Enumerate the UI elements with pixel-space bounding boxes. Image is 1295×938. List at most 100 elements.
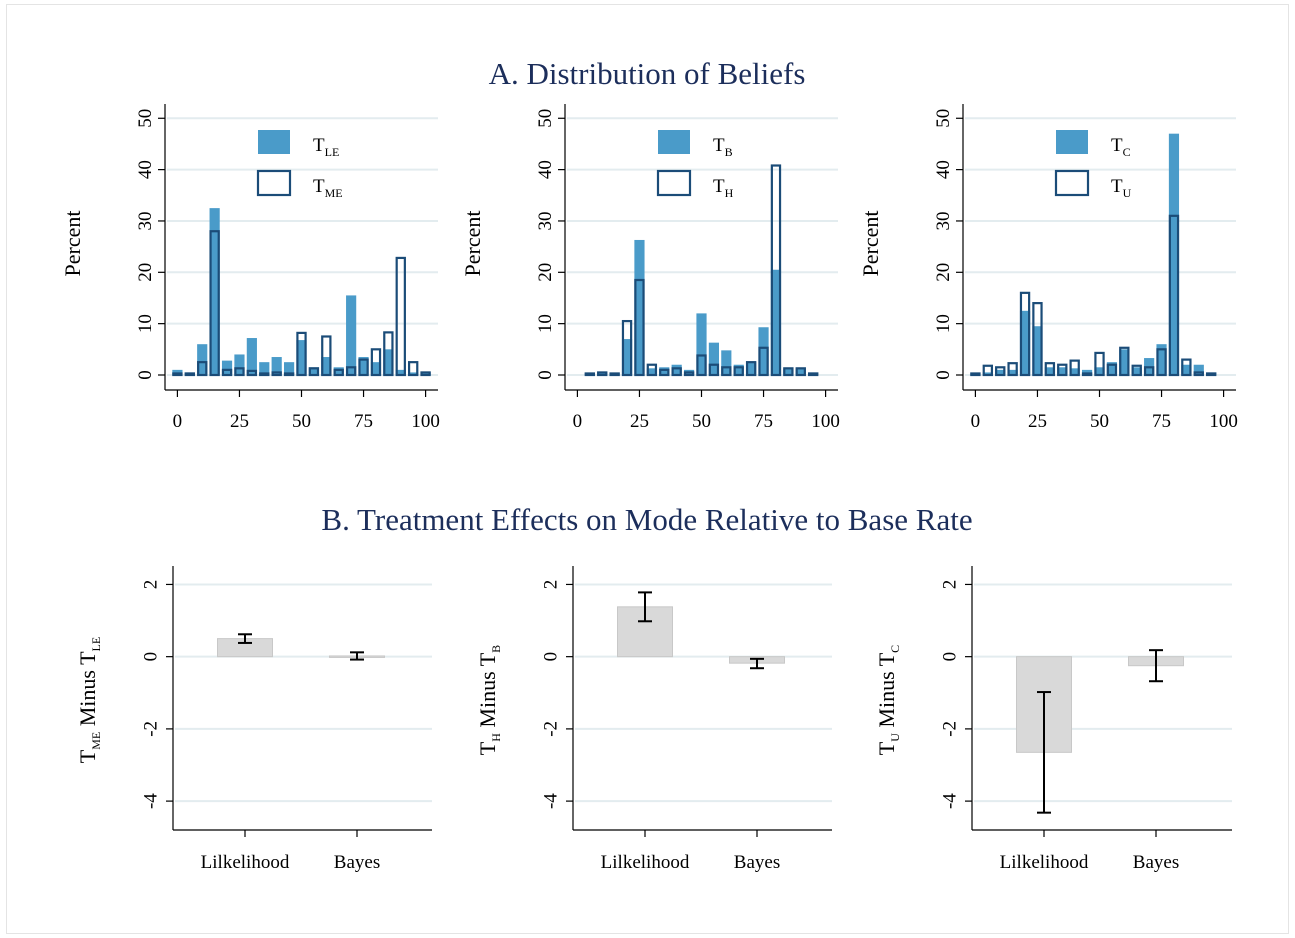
bar-filled xyxy=(621,339,633,375)
y-tick-label: 20 xyxy=(933,263,954,282)
bar-outline xyxy=(659,368,670,377)
bar-outline xyxy=(296,331,307,377)
legend-label-H: TH xyxy=(713,176,734,200)
x-tick-label: Bayes xyxy=(734,852,780,873)
bar-outline xyxy=(1143,366,1155,377)
y-tick-label: 2 xyxy=(940,580,961,590)
bar-filled xyxy=(1007,369,1018,375)
y-tick-label: 30 xyxy=(933,211,954,230)
legend-label-ME: TME xyxy=(313,176,343,200)
y-tick-label: 20 xyxy=(535,263,556,282)
bar-outline xyxy=(184,372,196,377)
legend-swatch-outline xyxy=(256,169,292,197)
x-tick-label: Lilkelihood xyxy=(601,852,690,873)
bar-outline xyxy=(646,363,658,377)
effect-chart-2: 2 0 -2 -4 Lilkelihood Bayes TH Minus TB xyxy=(475,566,832,873)
bar-filled xyxy=(259,362,270,375)
bar-filled xyxy=(1168,133,1180,375)
histogram-3: 0 10 20 30 40 50 0 25 50 75 100 Percent TC TU xyxy=(858,104,1238,432)
x-tick-label: 0 xyxy=(971,411,981,432)
x-tick-label: 100 xyxy=(811,411,840,432)
y-tick-label: 0 xyxy=(940,652,961,662)
legend-swatch-filled xyxy=(1056,130,1088,154)
x-tick-label: 75 xyxy=(354,411,373,432)
y-tick-label: 0 xyxy=(141,652,162,662)
bar-outline xyxy=(683,371,695,377)
bar-outline xyxy=(758,346,769,377)
bar-outline xyxy=(1119,346,1130,377)
bar-filled xyxy=(646,368,657,375)
y-axis-label: TME Minus TLE xyxy=(75,637,103,763)
bar-filled xyxy=(358,357,369,375)
bar-filled xyxy=(408,372,419,375)
x-tick-label: Bayes xyxy=(1133,852,1179,873)
y-tick-label: 2 xyxy=(141,580,162,590)
bar-outline xyxy=(671,367,682,377)
panel-b-title: B. Treatment Effects on Mode Relative to… xyxy=(321,502,972,537)
legend-swatch-filled xyxy=(658,130,690,154)
bar-filled xyxy=(1131,367,1142,375)
bar-outline xyxy=(621,319,633,377)
y-tick-label: 40 xyxy=(535,160,556,179)
bar-outline xyxy=(1106,363,1118,377)
bar-outline xyxy=(795,367,806,377)
bar-outline xyxy=(770,164,782,377)
histogram-1: 0 10 20 30 40 50 0 25 50 75 100 Percent TLE TME xyxy=(60,104,440,432)
bar-filled xyxy=(296,340,307,375)
y-tick-label: -4 xyxy=(940,793,961,809)
bar-filled xyxy=(1106,362,1117,375)
bar-outline xyxy=(358,358,369,377)
bar-outline xyxy=(308,367,320,377)
bar-outline xyxy=(721,366,732,377)
legend-label-C: TC xyxy=(1111,135,1131,159)
legend-swatch-outline xyxy=(1054,169,1090,197)
bar-filled xyxy=(1119,349,1130,375)
x-tick-label: 75 xyxy=(754,411,773,432)
x-tick-label: 25 xyxy=(630,411,649,432)
effect-chart-1: 2 0 -2 -4 Lilkelihood Bayes TME Minus TLE xyxy=(75,566,432,873)
bar-outline xyxy=(221,368,233,377)
bar-filled xyxy=(346,295,357,375)
bar-outline xyxy=(733,366,744,377)
bar-outline xyxy=(1044,362,1056,377)
bar-filled xyxy=(370,362,382,375)
x-tick-label: 25 xyxy=(1028,411,1047,432)
x-tick-label: Lilkelihood xyxy=(1000,852,1089,873)
bar-filled xyxy=(671,364,682,375)
bar-filled xyxy=(597,372,608,375)
x-tick-label: Lilkelihood xyxy=(201,852,290,873)
bar-filled xyxy=(708,342,719,375)
bar-filled xyxy=(271,357,282,375)
y-axis-label: Percent xyxy=(460,211,485,277)
y-tick-label: -4 xyxy=(541,793,562,809)
bar-filled xyxy=(995,369,1006,375)
x-tick-label: 50 xyxy=(292,411,311,432)
bar-filled xyxy=(234,354,245,375)
bar-outline xyxy=(172,372,183,377)
figure-frame xyxy=(6,4,1289,934)
legend-label-U: TU xyxy=(1111,176,1132,200)
y-tick-label: 50 xyxy=(933,109,954,128)
bar-filled xyxy=(1069,368,1080,375)
bar-outline xyxy=(1168,214,1180,377)
legend-swatch-outline xyxy=(656,169,692,197)
bar-outline xyxy=(1156,348,1167,377)
bar-outline xyxy=(708,363,720,377)
bar-outline xyxy=(370,348,382,377)
bar-filled xyxy=(333,367,344,375)
y-tick-label: 10 xyxy=(135,314,156,333)
bar-outline xyxy=(970,372,981,377)
x-tick-label: 0 xyxy=(173,411,183,432)
effect-chart-3: 2 0 -2 -4 Lilkelihood Bayes TU Minus TC xyxy=(874,566,1232,873)
y-tick-label: 50 xyxy=(535,109,556,128)
bar-outline xyxy=(745,361,757,377)
x-tick-label: 75 xyxy=(1152,411,1171,432)
bar-filled xyxy=(308,367,319,375)
bar-outline xyxy=(1032,302,1043,377)
y-tick-label: 30 xyxy=(535,211,556,230)
bar-outline xyxy=(283,372,295,377)
y-tick-label: -2 xyxy=(141,721,162,737)
bar-filled xyxy=(982,372,993,375)
bar-filled xyxy=(746,362,757,375)
